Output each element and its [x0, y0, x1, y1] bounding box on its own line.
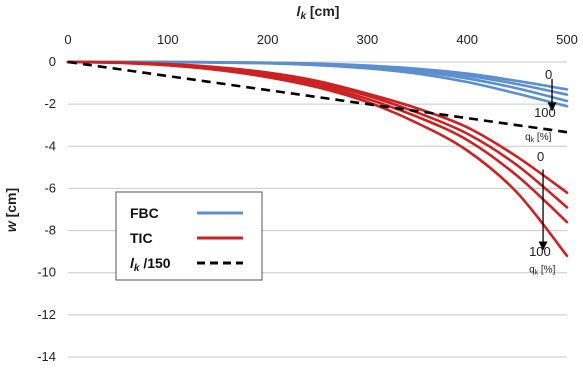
x-tick-label: 400: [456, 32, 478, 47]
annotations: 0 100 qk [%] 0 100 qk [%]: [525, 67, 557, 277]
legend-label: TIC: [130, 230, 153, 246]
x-tick-label: 100: [157, 32, 179, 47]
y-tick-labels: 0 -2 -4 -6 -8 -10 -12 -14: [37, 54, 56, 364]
x-tick-labels: 0 100 200 300 400 500: [64, 32, 577, 47]
annotation-label: 100: [529, 244, 551, 259]
annotation-label: 0: [537, 149, 544, 164]
legend-label: lk /150: [130, 255, 171, 274]
fbc-series-line: [66, 60, 569, 108]
legend: FBC TIC lk /150: [115, 191, 263, 281]
y-tick-label: -10: [37, 265, 56, 280]
qk-annotation: qk [%]: [529, 265, 556, 277]
y-tick-label: -8: [44, 223, 56, 238]
x-axis-title: lk [cm]: [297, 3, 340, 22]
x-tick-label: 200: [257, 32, 279, 47]
y-axis-title: w [cm]: [3, 188, 19, 232]
x-tick-label: 300: [357, 32, 379, 47]
tic-series-line: [66, 60, 569, 194]
y-tick-label: -2: [44, 96, 56, 111]
y-tick-label: -4: [44, 138, 56, 153]
x-tick-label: 0: [64, 32, 71, 47]
limit-line-lk-150: [67, 60, 568, 134]
legend-box: [115, 191, 263, 281]
x-tick-label: 500: [556, 32, 578, 47]
legend-label: FBC: [130, 205, 159, 221]
data-series: [66, 60, 569, 258]
tic-series-line: [66, 60, 569, 258]
fbc-series-line: [66, 60, 569, 96]
y-tick-label: -12: [37, 307, 56, 322]
y-tick-label: -6: [44, 180, 56, 195]
y-tick-label: -14: [37, 349, 56, 364]
y-tick-label: 0: [49, 54, 56, 69]
annotation-label: 100: [534, 105, 556, 120]
annotation-label: 0: [545, 67, 552, 82]
qk-annotation: qk [%]: [525, 132, 552, 144]
